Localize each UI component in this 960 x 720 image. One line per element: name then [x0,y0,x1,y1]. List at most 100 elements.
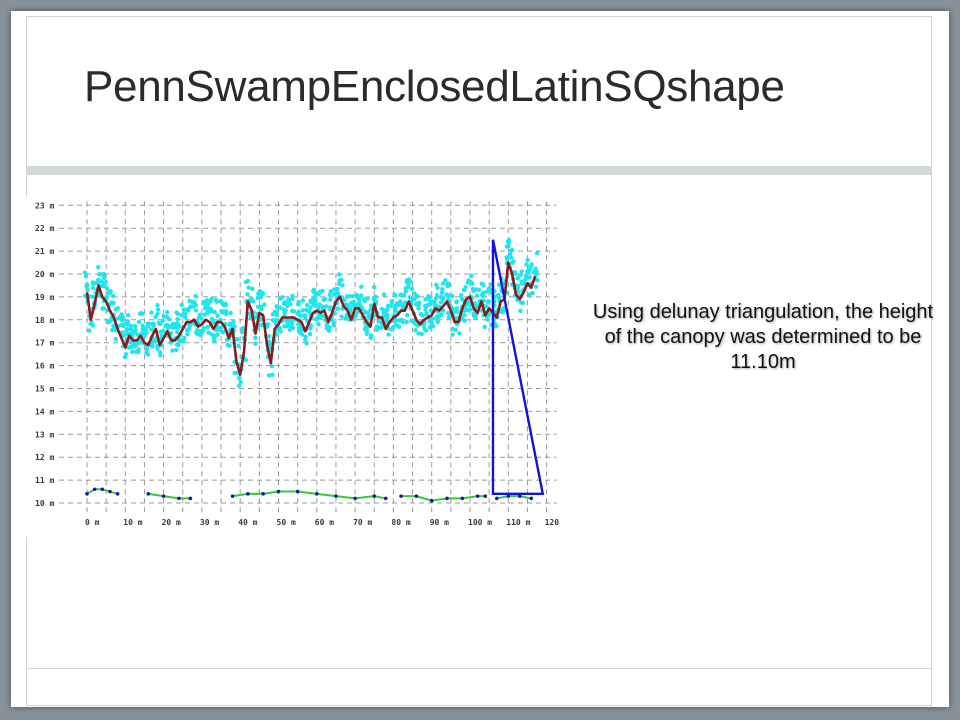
lidar-point [474,293,480,299]
lidar-point [430,316,435,321]
lidar-point [297,325,302,331]
lidar-point [336,272,342,277]
lidar-point [215,332,220,337]
lidar-point [393,322,399,328]
lidar-point [266,373,272,378]
y-tick-label: 18 m [35,316,54,325]
lidar-point [259,306,264,312]
ground-point [161,494,166,498]
ground-point [334,494,338,498]
lidar-point [358,284,364,289]
lidar-point [320,288,325,294]
lidar-point [493,323,498,329]
lidar-point [130,330,135,335]
lidar-point [424,310,429,316]
lidar-point [87,328,92,333]
lidar-point [454,306,460,311]
lidar-point [119,312,124,317]
lidar-point [269,364,275,369]
lidar-point [416,301,422,307]
lidar-point [163,323,168,328]
lidar-point [235,337,240,342]
lidar-point [362,310,368,315]
y-tick-label: 16 m [35,362,54,371]
lidar-profile-chart: 23 m 22 m 21 m 20 m 19 m 18 m 17 m 16 m 15 m 14 m… [25,197,570,537]
lidar-point [303,315,308,320]
ground-point [146,492,151,496]
lidar-point [416,306,422,311]
lidar-point [351,299,357,304]
lidar-point [443,278,448,283]
lidar-point [155,302,160,308]
lidar-point [365,296,370,301]
lidar-point [300,308,305,313]
ground-point [372,494,377,498]
lidar-point [288,301,293,307]
lidar-point [386,332,391,337]
lidar-point [266,334,272,339]
lidar-point [160,318,165,323]
lidar-point [515,289,521,294]
lidar-point [85,287,90,293]
x-tick-label: 20 m [162,518,181,527]
y-tick-label: 19 m [35,293,54,302]
lidar-point [176,323,181,328]
lidar-point [505,256,510,262]
lidar-point [463,285,468,290]
lidar-point [149,342,155,348]
lidar-point [274,317,279,323]
lidar-point [245,278,251,284]
lidar-point [509,255,514,260]
lidar-point [138,310,144,316]
lidar-point [480,290,486,295]
lidar-point [331,323,337,328]
lidar-point [450,332,455,337]
lidar-point [324,304,329,309]
lidar-point [277,296,283,301]
lidar-point [324,322,330,327]
y-tick-label: 11 m [35,476,54,485]
lidar-point [144,346,150,351]
ground-point [315,492,319,496]
lidar-point [368,333,374,338]
lidar-point [454,299,459,305]
lidar-point [155,311,160,317]
lidar-point [312,298,318,304]
lidar-point [136,349,141,355]
lidar-point [227,321,233,326]
ground-point [495,496,499,501]
lidar-point [243,357,249,363]
lidar-point [245,292,250,297]
lidar-point [202,312,207,317]
lidar-point [484,304,489,309]
lidar-point [126,312,131,318]
lidar-point [107,290,113,295]
lidar-point [428,308,434,313]
lidar-point [423,328,429,333]
lidar-point [194,330,199,336]
lidar-point [328,289,333,294]
lidar-point [335,306,341,311]
lidar-point [445,281,451,287]
lidar-point [238,379,243,385]
lidar-point [398,293,403,298]
y-tick-label: 14 m [35,407,54,416]
title-divider [26,166,932,175]
lidar-point [110,293,116,299]
lidar-point [193,294,198,299]
lidar-point [306,309,311,314]
lidar-point [484,289,490,294]
lidar-point [104,294,109,300]
lidar-point [227,343,232,349]
lidar-point [151,321,156,326]
lidar-point [246,285,251,290]
lidar-point [303,334,308,340]
lidar-point [221,309,226,314]
lidar-point [515,275,520,281]
lidar-point [332,311,338,316]
chart-svg: 23 m 22 m 21 m 20 m 19 m 18 m 17 m 16 m 15 m 14 m… [35,201,559,527]
lidar-point [182,311,187,317]
lidar-point [334,287,339,292]
lidar-point [133,327,138,333]
lidar-point [187,298,192,304]
